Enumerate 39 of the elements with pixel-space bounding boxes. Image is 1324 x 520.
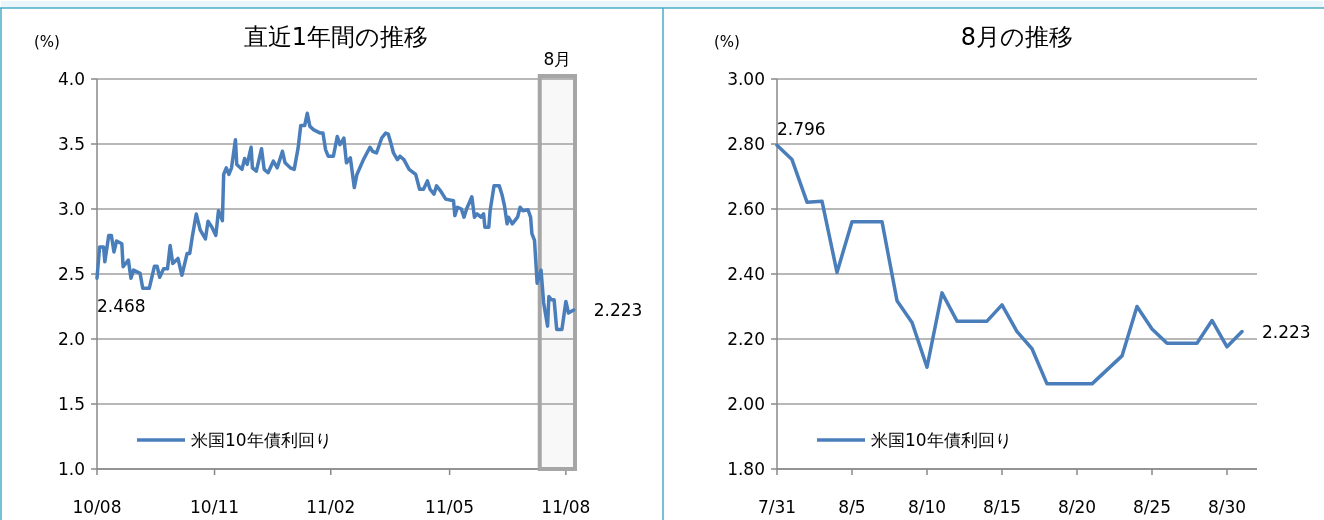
x-tick-label: 10/11 <box>190 497 240 517</box>
x-tick-label: 11/02 <box>306 497 356 517</box>
y-tick-label: 3.0 <box>57 199 85 219</box>
y-tick-label: 3.00 <box>727 69 765 89</box>
x-tick-label: 11/08 <box>541 497 591 517</box>
y-axis-title: (%) <box>34 33 60 51</box>
x-tick-label: 11/05 <box>425 497 475 517</box>
band-label: 8月 <box>543 49 572 69</box>
line-series <box>775 143 1244 386</box>
y-tick-label: 2.80 <box>727 134 765 154</box>
x-tick-label: 7/31 <box>757 497 797 517</box>
y-tick-label: 1.5 <box>57 394 85 414</box>
y-tick-label: 1.80 <box>727 459 765 479</box>
y-tick-label: 4.0 <box>57 69 85 89</box>
x-tick-label: 8/30 <box>1207 497 1247 517</box>
legend-label: 米国10年債利回り <box>191 430 332 450</box>
chart-title: 8月の推移 <box>960 23 1074 51</box>
x-tick-label: 8/5 <box>838 497 866 517</box>
y-tick-label: 2.60 <box>727 199 765 219</box>
y-tick-label: 2.40 <box>727 264 765 284</box>
legend-label: 米国10年債利回り <box>871 430 1012 450</box>
x-tick-label: 8/10 <box>907 497 947 517</box>
x-tick-label: 8/25 <box>1132 497 1172 517</box>
annotation: 2.796 <box>777 119 826 140</box>
annotation: 2.468 <box>97 296 146 317</box>
y-tick-label: 2.00 <box>727 394 765 414</box>
x-tick-label: 8/15 <box>982 497 1022 517</box>
annotation: 2.223 <box>1262 321 1311 342</box>
y-tick-label: 2.5 <box>57 264 85 284</box>
chart-title: 直近1年間の推移 <box>243 23 429 51</box>
x-tick-label: 10/08 <box>72 497 122 517</box>
y-tick-label: 1.0 <box>57 459 85 479</box>
line-series <box>95 111 576 332</box>
y-tick-label: 2.0 <box>57 329 85 349</box>
annotation: 2.223 <box>593 300 643 321</box>
x-tick-label: 8/20 <box>1057 497 1097 517</box>
y-tick-label: 3.5 <box>57 134 85 154</box>
y-axis-title: (%) <box>714 33 740 51</box>
y-tick-label: 2.20 <box>727 329 765 349</box>
